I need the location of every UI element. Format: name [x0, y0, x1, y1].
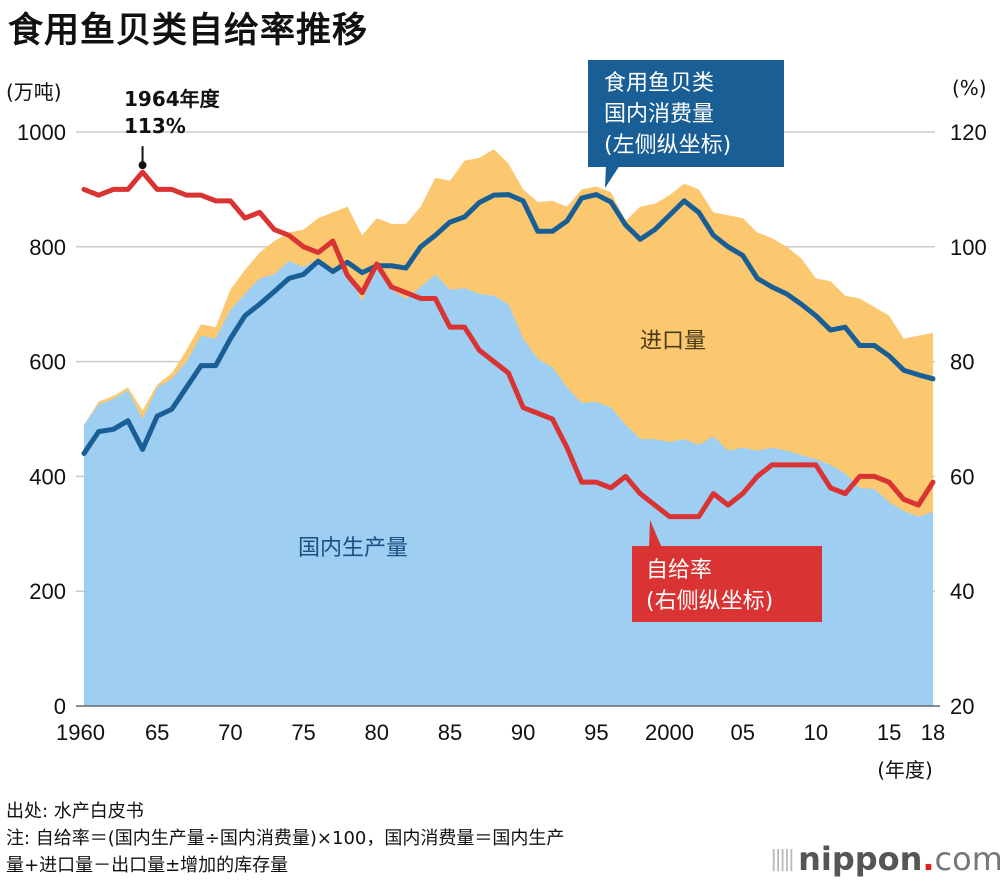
x-tick-label: 95: [584, 720, 608, 745]
nippon-logo: ||||| nippon.com: [770, 840, 1000, 878]
consumption-callout-pointer: [605, 165, 620, 188]
areas: [84, 149, 933, 707]
production-area-label: 国内生产量: [298, 536, 408, 561]
x-tick-label: 15: [877, 720, 901, 745]
right-tick-label: 100: [950, 235, 987, 260]
left-tick-label: 400: [29, 464, 66, 489]
logo-brand: nippon: [798, 840, 923, 878]
x-axis-label: (年度): [877, 758, 933, 782]
right-tick-label: 80: [950, 350, 974, 375]
right-tick-label: 120: [950, 120, 987, 145]
formula-note-cont: 量+进口量－出口量±增加的库存量: [6, 855, 289, 876]
left-tick-label: 600: [29, 350, 66, 375]
x-tick-label: 65: [145, 720, 169, 745]
consumption-callout-text: 国内消费量: [604, 102, 714, 127]
consumption-line: [81, 192, 936, 456]
logo-bars-icon: |||||: [770, 847, 795, 872]
imports-area-label: 进口量: [640, 329, 706, 354]
self-sufficiency-callout-text: 自给率: [646, 558, 712, 583]
right-tick-label: 40: [950, 579, 974, 604]
source-note: 出处: 水产白皮书: [6, 801, 144, 822]
peak-annotation-value: 113%: [124, 114, 186, 138]
x-tick-label: 18: [921, 720, 945, 745]
x-tick-label: 2000: [645, 720, 694, 745]
logo-dot: .: [922, 840, 935, 878]
formula-note: 注: 自给率＝(国内生产量÷国内消费量)×100，国内消费量＝国内生产: [6, 828, 565, 849]
logo-suffix: com: [934, 840, 1000, 878]
left-tick-label: 800: [29, 235, 66, 260]
notes: 出处: 水产白皮书 注: 自给率＝(国内生产量÷国内消费量)×100，国内消费量…: [6, 798, 564, 879]
lines: [81, 169, 936, 520]
x-tick-label: 90: [511, 720, 535, 745]
x-tick-label: 10: [804, 720, 828, 745]
right-axis-unit: (%): [952, 76, 987, 100]
self-sufficiency-line: [81, 169, 936, 520]
left-tick-label: 1000: [17, 120, 66, 145]
x-tick-label: 85: [438, 720, 462, 745]
x-tick-label: 05: [730, 720, 754, 745]
left-tick-label: 200: [29, 579, 66, 604]
consumption-callout-text: 食用鱼贝类: [604, 71, 714, 96]
x-tick-label: 1960: [56, 720, 105, 745]
axes: 0 20 200 40 400 60 600 80 800 100 1000 120 1960 65 70 7…: [17, 120, 987, 782]
right-tick-label: 20: [950, 694, 974, 719]
peak-annotation-dot: [138, 161, 147, 170]
left-axis-unit: (万吨): [6, 80, 62, 104]
right-tick-label: 60: [950, 464, 974, 489]
consumption-callout-box: [588, 60, 784, 167]
x-tick-label: 75: [291, 720, 315, 745]
self-sufficiency-callout-text: (右侧纵坐标): [646, 589, 773, 614]
chart-svg: 0 20 200 40 400 60 600 80 800 100 1000 120 1960 65 70 7…: [17, 60, 987, 782]
consumption-callout-text: (左侧纵坐标): [604, 133, 731, 158]
left-tick-label: 0: [54, 694, 66, 719]
x-tick-label: 80: [365, 720, 389, 745]
chart-title: 食用鱼贝类自给率推移: [8, 11, 369, 51]
self-sufficiency-callout-box: [632, 546, 822, 622]
x-tick-label: 70: [218, 720, 242, 745]
self-sufficiency-callout-pointer: [649, 520, 662, 548]
peak-annotation-year: 1964年度: [124, 87, 221, 111]
